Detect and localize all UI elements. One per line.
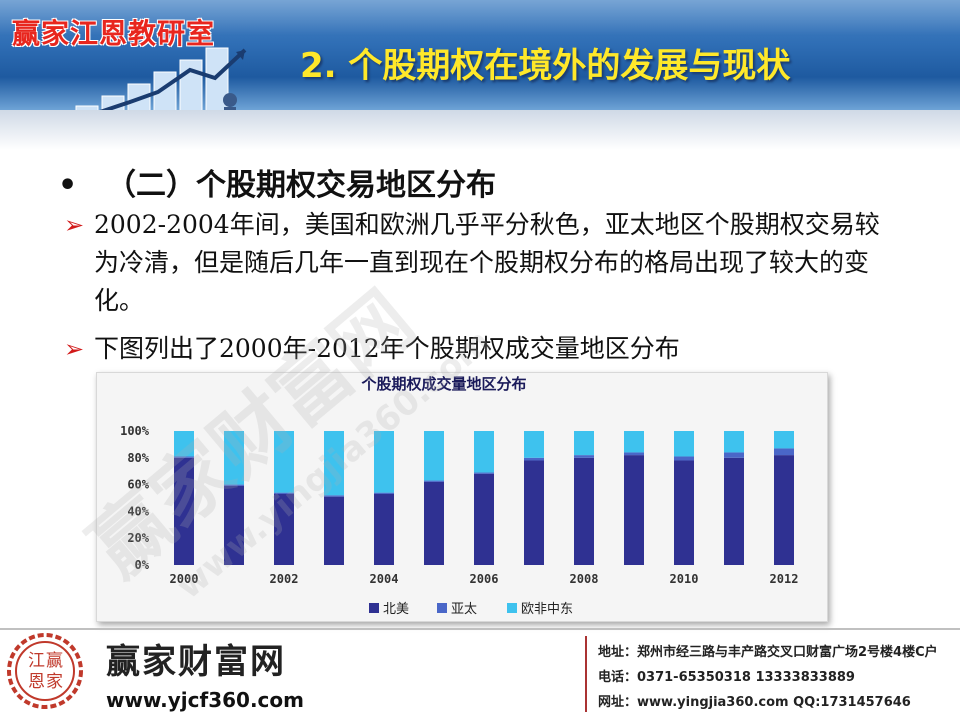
header-fade: [0, 110, 960, 150]
header-shine: [0, 0, 960, 35]
footer-vertical-divider: [585, 636, 587, 712]
x-tick-label: 2012: [770, 572, 799, 586]
bar-2007-series-2: [524, 431, 544, 458]
seal-char-3: 恩: [28, 672, 45, 692]
bar-2000-series-2: [174, 431, 194, 457]
seal-char-4: 家: [46, 672, 63, 692]
section-heading-text: （二）个股期权交易地区分布: [106, 168, 496, 203]
bar-2003-series-2: [324, 431, 344, 496]
bar-2008-series-0: [574, 457, 594, 565]
bar-2000-series-1: [174, 456, 194, 458]
contact-address: 地址：郑州市经三路与丰产路交叉口财富广场2号楼4楼C户: [598, 645, 938, 660]
contact-phone: 电话：0371-65350318 13333833889: [598, 670, 855, 685]
bullet-dot-icon: •: [58, 168, 78, 203]
bar-2001-series-1: [224, 484, 244, 486]
paragraph-1-text: 2002-2004年间，美国和欧洲几乎平分秋色，亚太地区个股期权交易较为冷清，但…: [94, 210, 880, 315]
bar-2005-series-1: [424, 480, 444, 482]
arrow-bullet-icon: ➢: [64, 211, 85, 239]
legend-swatch-0: [369, 603, 379, 613]
arrow-bullet-icon: ➢: [64, 335, 85, 363]
legend-label-0: 北美: [383, 602, 409, 617]
contact-web[interactable]: 网址：www.yingjia360.com QQ:1731457646: [598, 695, 911, 710]
bar-2007-series-1: [524, 457, 544, 461]
bar-2010-series-1: [674, 456, 694, 461]
bar-2012-series-1: [774, 448, 794, 456]
bar-2003-series-1: [324, 495, 344, 497]
bar-2012-series-0: [774, 455, 794, 565]
bar-2011-series-1: [724, 452, 744, 458]
legend-label-2: 欧非中东: [521, 602, 573, 617]
x-tick-label: 2010: [670, 572, 699, 586]
legend-swatch-1: [437, 603, 447, 613]
bar-2002-series-0: [274, 493, 294, 565]
x-tick-label: 2004: [370, 572, 399, 586]
bar-2001-series-2: [224, 431, 244, 485]
chart-title: 个股期权成交量地区分布: [360, 375, 526, 393]
x-tick-label: 2000: [170, 572, 199, 586]
section-heading: • （二）个股期权交易地区分布: [58, 160, 496, 204]
brand-name: 赢家江恩教研室: [12, 17, 216, 50]
bar-2002-series-1: [274, 492, 294, 494]
bar-2011-series-0: [724, 457, 744, 565]
x-tick-label: 2006: [470, 572, 499, 586]
bar-2009-series-2: [624, 431, 644, 453]
bar-2007-series-0: [524, 460, 544, 565]
bar-2008-series-1: [574, 455, 594, 458]
bar-2005-series-0: [424, 481, 444, 565]
y-tick-label: 40%: [127, 504, 149, 518]
footer-divider: [0, 628, 960, 630]
site-name: 赢家财富网: [106, 642, 286, 682]
site-url[interactable]: www.yjcf360.com: [106, 688, 304, 712]
bar-2008-series-2: [574, 431, 594, 456]
paragraph-1: ➢ 2002-2004年间，美国和欧洲几乎平分秋色，亚太地区个股期权交易较为冷清…: [64, 206, 904, 320]
seal-char-2: 赢: [46, 651, 63, 671]
slide-title: 2. 个股期权在境外的发展与现状: [300, 46, 791, 86]
chart-panel: 个股期权成交量地区分布 0% 20% 40% 60% 80% 100% 2000 2002 200…: [96, 372, 828, 622]
bar-2011-series-2: [724, 431, 744, 453]
bar-2012-series-2: [774, 431, 794, 449]
legend-label-1: 亚太: [451, 602, 477, 617]
bar-2009-series-0: [624, 455, 644, 565]
bar-2009-series-1: [624, 452, 644, 456]
bar-2006-series-1: [474, 472, 494, 474]
bar-2004-series-1: [374, 492, 394, 494]
y-tick-label: 80%: [127, 451, 149, 465]
y-tick-label: 100%: [120, 424, 150, 438]
bar-2001-series-0: [224, 485, 244, 565]
seal-char-1: 江: [28, 651, 45, 671]
bar-2010-series-2: [674, 431, 694, 457]
paragraph-2: ➢ 下图列出了2000年-2012年个股期权成交量地区分布: [64, 330, 904, 368]
y-tick-label: 60%: [127, 478, 149, 492]
bar-2002-series-2: [274, 431, 294, 493]
bar-2010-series-0: [674, 460, 694, 565]
bar-2003-series-0: [324, 496, 344, 565]
bar-2006-series-0: [474, 473, 494, 565]
y-tick-label: 20%: [127, 531, 149, 545]
header-band: 赢家江恩教研室 2. 个股期权在境外的发展与现状: [0, 0, 960, 149]
paragraph-2-text: 下图列出了2000年-2012年个股期权成交量地区分布: [94, 334, 680, 363]
bar-2004-series-0: [374, 493, 394, 565]
legend-swatch-2: [507, 603, 517, 613]
bar-2004-series-2: [374, 431, 394, 493]
x-tick-label: 2002: [270, 572, 299, 586]
bar-2005-series-2: [424, 431, 444, 481]
bar-2000-series-0: [174, 457, 194, 565]
stacked-bar-chart: 个股期权成交量地区分布 0% 20% 40% 60% 80% 100% 2000 2002 200…: [120, 375, 799, 617]
bar-2006-series-2: [474, 431, 494, 473]
seal-logo: 江 赢 恩 家: [7, 633, 83, 709]
y-tick-label: 0%: [135, 558, 150, 572]
x-tick-label: 2008: [570, 572, 599, 586]
